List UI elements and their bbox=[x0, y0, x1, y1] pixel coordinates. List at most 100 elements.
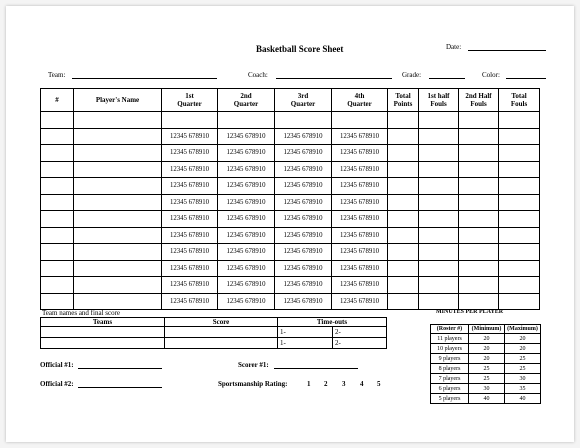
q1-tally-cell[interactable]: 12345 678910 bbox=[161, 292, 218, 310]
q2-tally-cell[interactable]: 12345 678910 bbox=[217, 226, 275, 244]
total-points-cell[interactable] bbox=[387, 127, 419, 145]
q4-tally-cell[interactable]: 12345 678910 bbox=[331, 144, 388, 162]
q3-tally-cell[interactable] bbox=[274, 111, 332, 129]
first-half-fouls-cell[interactable] bbox=[418, 292, 459, 310]
q4-tally-cell[interactable]: 12345 678910 bbox=[331, 127, 388, 145]
q3-tally-cell[interactable]: 12345 678910 bbox=[274, 177, 332, 195]
player-number-cell[interactable] bbox=[40, 177, 74, 195]
q2-tally-cell[interactable]: 12345 678910 bbox=[217, 259, 275, 277]
q4-tally-cell[interactable]: 12345 678910 bbox=[331, 292, 388, 310]
q1-tally-cell[interactable]: 12345 678910 bbox=[161, 144, 218, 162]
player-number-cell[interactable] bbox=[40, 210, 74, 228]
player-name-cell[interactable] bbox=[73, 210, 162, 228]
first-half-fouls-cell[interactable] bbox=[418, 177, 459, 195]
total-fouls-cell[interactable] bbox=[498, 259, 540, 277]
total-fouls-cell[interactable] bbox=[498, 243, 540, 261]
player-name-cell[interactable] bbox=[73, 259, 162, 277]
total-points-cell[interactable] bbox=[387, 276, 419, 294]
player-number-cell[interactable] bbox=[40, 193, 74, 211]
total-points-cell[interactable] bbox=[387, 111, 419, 129]
q4-tally-cell[interactable]: 12345 678910 bbox=[331, 243, 388, 261]
second-half-fouls-cell[interactable] bbox=[458, 160, 499, 178]
second-half-fouls-cell[interactable] bbox=[458, 226, 499, 244]
player-number-cell[interactable] bbox=[40, 292, 74, 310]
q4-tally-cell[interactable]: 12345 678910 bbox=[331, 276, 388, 294]
total-fouls-cell[interactable] bbox=[498, 210, 540, 228]
player-number-cell[interactable] bbox=[40, 160, 74, 178]
player-number-cell[interactable] bbox=[40, 127, 74, 145]
q4-tally-cell[interactable]: 12345 678910 bbox=[331, 160, 388, 178]
player-name-cell[interactable] bbox=[73, 292, 162, 310]
q1-tally-cell[interactable]: 12345 678910 bbox=[161, 160, 218, 178]
q1-tally-cell[interactable]: 12345 678910 bbox=[161, 210, 218, 228]
team-score-cell[interactable] bbox=[164, 337, 278, 349]
first-half-fouls-cell[interactable] bbox=[418, 243, 459, 261]
q3-tally-cell[interactable]: 12345 678910 bbox=[274, 127, 332, 145]
q1-tally-cell[interactable]: 12345 678910 bbox=[161, 127, 218, 145]
first-half-fouls-cell[interactable] bbox=[418, 144, 459, 162]
second-half-fouls-cell[interactable] bbox=[458, 292, 499, 310]
rating-option[interactable]: 5 bbox=[377, 380, 381, 388]
team-field[interactable] bbox=[72, 78, 217, 79]
player-name-cell[interactable] bbox=[73, 193, 162, 211]
q3-tally-cell[interactable]: 12345 678910 bbox=[274, 226, 332, 244]
player-name-cell[interactable] bbox=[73, 177, 162, 195]
q1-tally-cell[interactable]: 12345 678910 bbox=[161, 276, 218, 294]
total-fouls-cell[interactable] bbox=[498, 127, 540, 145]
player-number-cell[interactable] bbox=[40, 111, 74, 129]
q2-tally-cell[interactable]: 12345 678910 bbox=[217, 144, 275, 162]
timeout-cell[interactable]: 2- bbox=[332, 337, 387, 349]
total-points-cell[interactable] bbox=[387, 226, 419, 244]
timeout-cell[interactable]: 1- bbox=[277, 337, 333, 349]
coach-field[interactable] bbox=[276, 78, 392, 79]
total-points-cell[interactable] bbox=[387, 243, 419, 261]
total-points-cell[interactable] bbox=[387, 292, 419, 310]
q1-tally-cell[interactable] bbox=[161, 111, 218, 129]
q2-tally-cell[interactable]: 12345 678910 bbox=[217, 193, 275, 211]
q2-tally-cell[interactable]: 12345 678910 bbox=[217, 292, 275, 310]
q3-tally-cell[interactable]: 12345 678910 bbox=[274, 160, 332, 178]
q2-tally-cell[interactable]: 12345 678910 bbox=[217, 210, 275, 228]
second-half-fouls-cell[interactable] bbox=[458, 243, 499, 261]
total-points-cell[interactable] bbox=[387, 259, 419, 277]
second-half-fouls-cell[interactable] bbox=[458, 111, 499, 129]
q2-tally-cell[interactable]: 12345 678910 bbox=[217, 276, 275, 294]
total-fouls-cell[interactable] bbox=[498, 160, 540, 178]
timeout-cell[interactable]: 2- bbox=[332, 326, 387, 338]
team-name-cell[interactable] bbox=[40, 326, 165, 338]
first-half-fouls-cell[interactable] bbox=[418, 276, 459, 294]
scorer-field[interactable] bbox=[274, 368, 358, 369]
q3-tally-cell[interactable]: 12345 678910 bbox=[274, 243, 332, 261]
first-half-fouls-cell[interactable] bbox=[418, 226, 459, 244]
total-points-cell[interactable] bbox=[387, 160, 419, 178]
player-number-cell[interactable] bbox=[40, 243, 74, 261]
player-name-cell[interactable] bbox=[73, 243, 162, 261]
q1-tally-cell[interactable]: 12345 678910 bbox=[161, 226, 218, 244]
player-name-cell[interactable] bbox=[73, 127, 162, 145]
grade-field[interactable] bbox=[429, 78, 465, 79]
team-score-cell[interactable] bbox=[164, 326, 278, 338]
player-number-cell[interactable] bbox=[40, 226, 74, 244]
q1-tally-cell[interactable]: 12345 678910 bbox=[161, 259, 218, 277]
player-number-cell[interactable] bbox=[40, 276, 74, 294]
player-name-cell[interactable] bbox=[73, 144, 162, 162]
q3-tally-cell[interactable]: 12345 678910 bbox=[274, 144, 332, 162]
date-field[interactable] bbox=[468, 50, 546, 51]
total-points-cell[interactable] bbox=[387, 144, 419, 162]
q1-tally-cell[interactable]: 12345 678910 bbox=[161, 243, 218, 261]
first-half-fouls-cell[interactable] bbox=[418, 259, 459, 277]
rating-option[interactable]: 2 bbox=[324, 380, 328, 388]
player-name-cell[interactable] bbox=[73, 276, 162, 294]
q4-tally-cell[interactable]: 12345 678910 bbox=[331, 259, 388, 277]
second-half-fouls-cell[interactable] bbox=[458, 144, 499, 162]
second-half-fouls-cell[interactable] bbox=[458, 127, 499, 145]
second-half-fouls-cell[interactable] bbox=[458, 259, 499, 277]
total-fouls-cell[interactable] bbox=[498, 276, 540, 294]
total-points-cell[interactable] bbox=[387, 177, 419, 195]
second-half-fouls-cell[interactable] bbox=[458, 210, 499, 228]
q4-tally-cell[interactable]: 12345 678910 bbox=[331, 226, 388, 244]
rating-option[interactable]: 3 bbox=[342, 380, 346, 388]
total-points-cell[interactable] bbox=[387, 193, 419, 211]
q2-tally-cell[interactable]: 12345 678910 bbox=[217, 127, 275, 145]
player-name-cell[interactable] bbox=[73, 111, 162, 129]
